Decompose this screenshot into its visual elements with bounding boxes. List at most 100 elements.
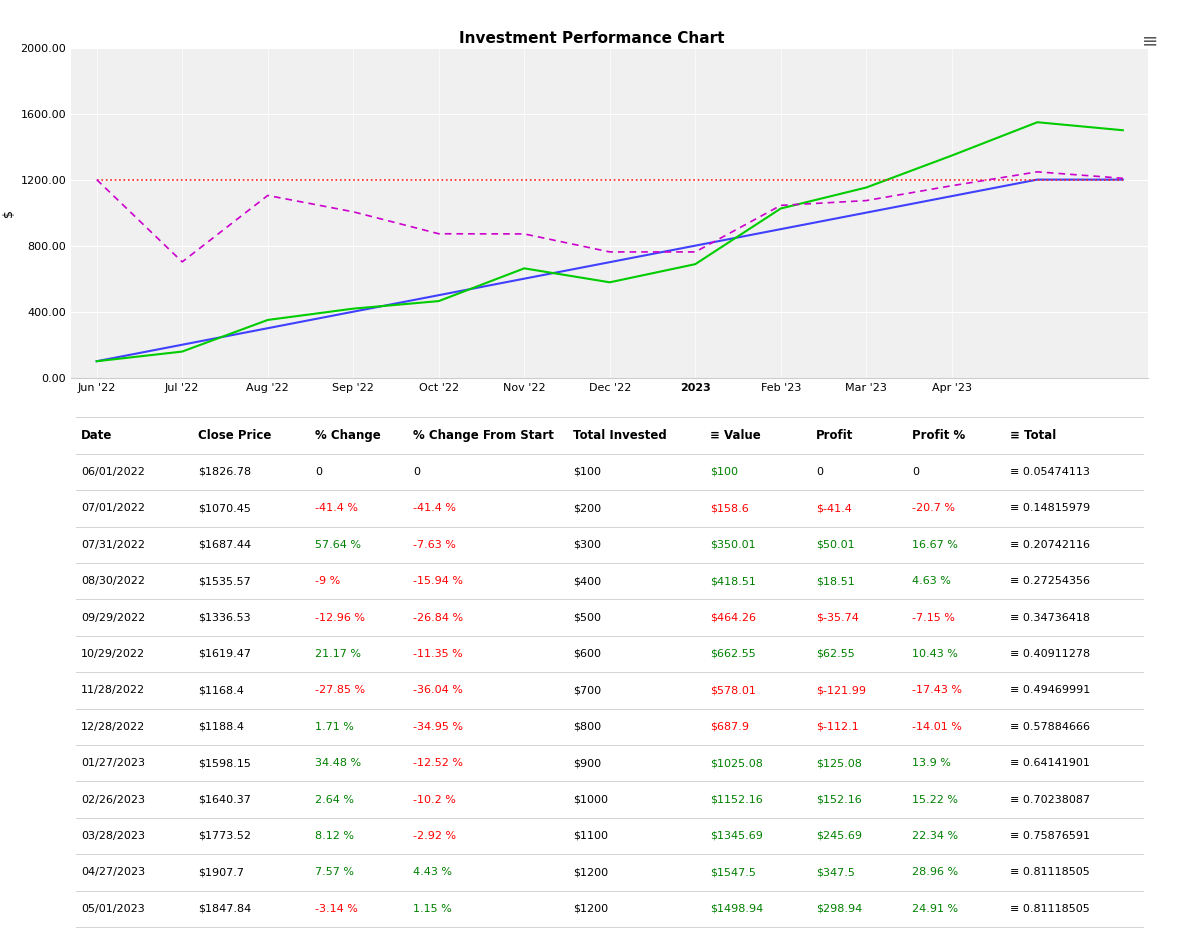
Text: $900: $900 bbox=[573, 758, 600, 769]
Text: ≡ 0.27254356: ≡ 0.27254356 bbox=[1010, 576, 1090, 586]
Text: -41.4 %: -41.4 % bbox=[315, 504, 358, 513]
Text: $1826.78: $1826.78 bbox=[199, 467, 251, 477]
Text: $-121.99: $-121.99 bbox=[816, 685, 867, 695]
Text: 34.48 %: 34.48 % bbox=[315, 758, 361, 769]
Text: -7.15 %: -7.15 % bbox=[912, 613, 955, 622]
Text: ≡ 0.49469991: ≡ 0.49469991 bbox=[1010, 685, 1090, 695]
Text: $1345.69: $1345.69 bbox=[710, 831, 762, 841]
Text: 57.64 %: 57.64 % bbox=[315, 540, 361, 550]
Text: 03/28/2023: 03/28/2023 bbox=[82, 831, 146, 841]
Text: $347.5: $347.5 bbox=[816, 867, 855, 878]
Text: Close Price: Close Price bbox=[199, 429, 272, 442]
Text: 10/29/2022: 10/29/2022 bbox=[82, 649, 146, 659]
Text: $-112.1: $-112.1 bbox=[816, 722, 860, 732]
Text: 2.64 %: 2.64 % bbox=[315, 794, 354, 805]
Text: 0: 0 bbox=[413, 467, 420, 477]
Text: 21.17 %: 21.17 % bbox=[315, 649, 361, 659]
Text: $1773.52: $1773.52 bbox=[199, 831, 251, 841]
Text: $158.6: $158.6 bbox=[710, 504, 748, 513]
Text: 04/27/2023: 04/27/2023 bbox=[82, 867, 146, 878]
Text: -17.43 %: -17.43 % bbox=[912, 685, 963, 695]
Text: 8.12 %: 8.12 % bbox=[315, 831, 354, 841]
Text: $1152.16: $1152.16 bbox=[710, 794, 762, 805]
Text: -12.96 %: -12.96 % bbox=[315, 613, 365, 622]
Text: -14.01 %: -14.01 % bbox=[912, 722, 963, 732]
Text: $1640.37: $1640.37 bbox=[199, 794, 251, 805]
Text: $1687.44: $1687.44 bbox=[199, 540, 251, 550]
Text: -26.84 %: -26.84 % bbox=[413, 613, 464, 622]
Text: $350.01: $350.01 bbox=[710, 540, 755, 550]
Text: 09/29/2022: 09/29/2022 bbox=[82, 613, 146, 622]
Text: $1200: $1200 bbox=[573, 867, 607, 878]
Text: 0: 0 bbox=[315, 467, 322, 477]
Text: 0: 0 bbox=[912, 467, 919, 477]
Text: -20.7 %: -20.7 % bbox=[912, 504, 955, 513]
Text: 4.63 %: 4.63 % bbox=[912, 576, 951, 586]
Text: % Change From Start: % Change From Start bbox=[413, 429, 554, 442]
Text: $1907.7: $1907.7 bbox=[199, 867, 244, 878]
Text: -9 %: -9 % bbox=[315, 576, 340, 586]
Text: $18.51: $18.51 bbox=[816, 576, 855, 586]
Text: Investment Performance Chart: Investment Performance Chart bbox=[459, 31, 725, 47]
Text: -34.95 %: -34.95 % bbox=[413, 722, 463, 732]
Text: $125.08: $125.08 bbox=[816, 758, 862, 769]
Text: 15.22 %: 15.22 % bbox=[912, 794, 958, 805]
Text: Total Invested: Total Invested bbox=[573, 429, 667, 442]
Text: ≡ Value: ≡ Value bbox=[710, 429, 761, 442]
Text: ≡ Total: ≡ Total bbox=[1010, 429, 1056, 442]
Text: -11.35 %: -11.35 % bbox=[413, 649, 463, 659]
Text: $300: $300 bbox=[573, 540, 600, 550]
Text: Profit %: Profit % bbox=[912, 429, 965, 442]
Y-axis label: $: $ bbox=[2, 209, 15, 217]
Text: $1598.15: $1598.15 bbox=[199, 758, 251, 769]
Text: $464.26: $464.26 bbox=[710, 613, 757, 622]
Text: $245.69: $245.69 bbox=[816, 831, 862, 841]
Text: -36.04 %: -36.04 % bbox=[413, 685, 463, 695]
Text: $1535.57: $1535.57 bbox=[199, 576, 251, 586]
Text: $1200: $1200 bbox=[573, 903, 607, 914]
Text: $500: $500 bbox=[573, 613, 600, 622]
Text: -10.2 %: -10.2 % bbox=[413, 794, 456, 805]
Text: $1547.5: $1547.5 bbox=[710, 867, 755, 878]
Text: -7.63 %: -7.63 % bbox=[413, 540, 456, 550]
Text: $662.55: $662.55 bbox=[710, 649, 755, 659]
Text: 1.15 %: 1.15 % bbox=[413, 903, 452, 914]
Text: 16.67 %: 16.67 % bbox=[912, 540, 958, 550]
Text: ≡ 0.57884666: ≡ 0.57884666 bbox=[1010, 722, 1090, 732]
Text: 01/27/2023: 01/27/2023 bbox=[82, 758, 146, 769]
Text: $200: $200 bbox=[573, 504, 600, 513]
Text: $62.55: $62.55 bbox=[816, 649, 855, 659]
Text: $100: $100 bbox=[710, 467, 738, 477]
Text: $50.01: $50.01 bbox=[816, 540, 855, 550]
Text: $1498.94: $1498.94 bbox=[710, 903, 764, 914]
Text: $1070.45: $1070.45 bbox=[199, 504, 251, 513]
Text: $-41.4: $-41.4 bbox=[816, 504, 852, 513]
Text: 11/28/2022: 11/28/2022 bbox=[82, 685, 146, 695]
Text: -15.94 %: -15.94 % bbox=[413, 576, 463, 586]
Text: -41.4 %: -41.4 % bbox=[413, 504, 457, 513]
Text: ≡ 0.05474113: ≡ 0.05474113 bbox=[1010, 467, 1089, 477]
Text: 07/01/2022: 07/01/2022 bbox=[82, 504, 146, 513]
Text: $298.94: $298.94 bbox=[816, 903, 862, 914]
Text: 02/26/2023: 02/26/2023 bbox=[82, 794, 146, 805]
Text: $400: $400 bbox=[573, 576, 600, 586]
Text: $1168.4: $1168.4 bbox=[199, 685, 244, 695]
Text: ≡ 0.34736418: ≡ 0.34736418 bbox=[1010, 613, 1090, 622]
Text: 4.43 %: 4.43 % bbox=[413, 867, 452, 878]
Text: ≡ 0.64141901: ≡ 0.64141901 bbox=[1010, 758, 1089, 769]
Text: 12/28/2022: 12/28/2022 bbox=[82, 722, 146, 732]
Text: 22.34 %: 22.34 % bbox=[912, 831, 958, 841]
Text: $1025.08: $1025.08 bbox=[710, 758, 762, 769]
Text: -2.92 %: -2.92 % bbox=[413, 831, 457, 841]
Text: $-35.74: $-35.74 bbox=[816, 613, 860, 622]
Text: $1619.47: $1619.47 bbox=[199, 649, 251, 659]
Text: $1000: $1000 bbox=[573, 794, 607, 805]
Text: 1.71 %: 1.71 % bbox=[315, 722, 354, 732]
Text: ≡ 0.14815979: ≡ 0.14815979 bbox=[1010, 504, 1090, 513]
Text: % Change: % Change bbox=[315, 429, 381, 442]
Text: 10.43 %: 10.43 % bbox=[912, 649, 958, 659]
Text: $1847.84: $1847.84 bbox=[199, 903, 252, 914]
Text: Profit: Profit bbox=[816, 429, 854, 442]
Text: 05/01/2023: 05/01/2023 bbox=[82, 903, 144, 914]
Text: 28.96 %: 28.96 % bbox=[912, 867, 958, 878]
